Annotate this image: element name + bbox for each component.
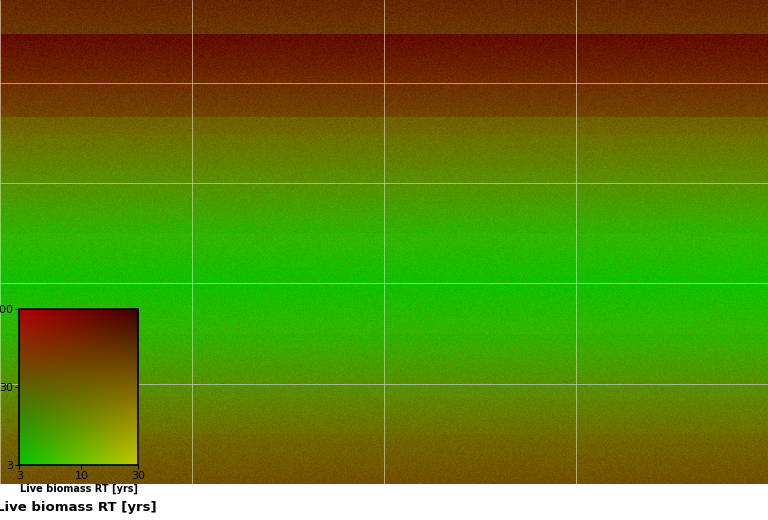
Text: Live biomass RT [yrs]: Live biomass RT [yrs] <box>0 500 157 514</box>
X-axis label: Live biomass RT [yrs]: Live biomass RT [yrs] <box>20 484 137 494</box>
